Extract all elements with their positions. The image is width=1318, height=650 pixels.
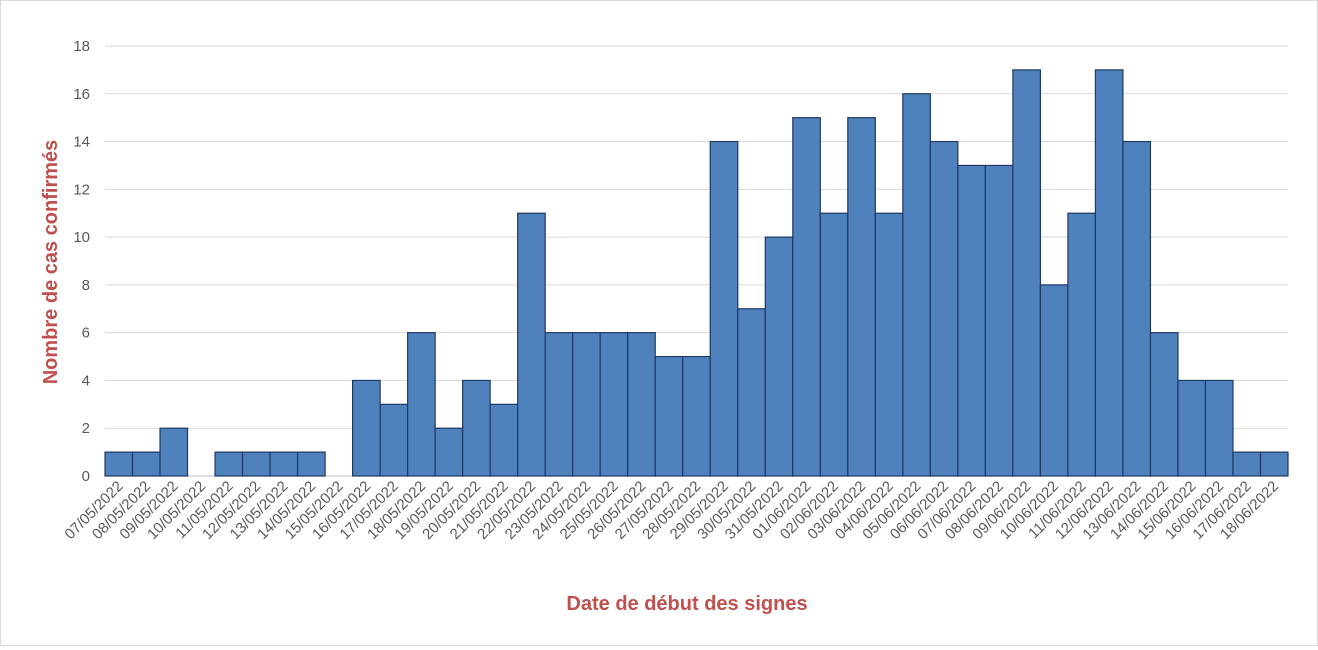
y-tick-label: 4 — [82, 372, 90, 389]
bar — [269, 451, 299, 477]
bar — [517, 212, 546, 477]
y-tick-label: 18 — [73, 38, 90, 55]
bar — [874, 212, 904, 477]
bar — [737, 308, 766, 477]
bar — [1177, 379, 1207, 477]
bar — [1122, 140, 1152, 477]
bar — [104, 451, 134, 477]
bar — [379, 403, 409, 477]
y-axis-title: Nombre de cas confirmés — [40, 140, 62, 385]
bar — [1149, 332, 1179, 477]
y-tick-label: 6 — [82, 325, 90, 342]
bar — [682, 355, 711, 477]
bar — [627, 332, 656, 477]
y-tick-label: 0 — [82, 468, 90, 485]
bar — [1259, 451, 1289, 477]
bar — [764, 236, 794, 477]
bar — [709, 140, 739, 477]
bar — [1067, 212, 1097, 477]
bar — [214, 451, 244, 477]
bar — [984, 164, 1014, 477]
bar — [957, 164, 986, 477]
bars — [104, 69, 1289, 477]
bar — [296, 451, 326, 477]
x-axis-ticks: 07/05/202208/05/202209/05/202210/05/2022… — [61, 478, 1282, 543]
bar — [792, 117, 821, 477]
bar — [544, 332, 574, 477]
bar — [434, 427, 464, 477]
bar — [131, 451, 161, 477]
bar — [1204, 379, 1234, 477]
bar — [1039, 284, 1069, 477]
bar — [819, 212, 849, 477]
y-tick-label: 14 — [73, 134, 90, 151]
y-tick-label: 16 — [73, 86, 90, 103]
bar — [352, 379, 381, 477]
bar — [847, 117, 876, 477]
bar — [489, 403, 519, 477]
bar — [407, 332, 436, 477]
y-tick-label: 12 — [73, 181, 90, 198]
bar — [1232, 451, 1262, 477]
y-tick-label: 2 — [82, 420, 90, 437]
bar — [241, 451, 271, 477]
bar — [462, 379, 491, 477]
bar — [929, 140, 959, 477]
bar — [902, 93, 931, 477]
bar — [159, 427, 189, 477]
gridlines — [105, 45, 1288, 477]
x-axis-title: Date de début des signes — [566, 593, 807, 615]
y-tick-label: 10 — [73, 229, 90, 246]
bar — [1094, 69, 1124, 477]
y-axis-ticks: 0 2 4 6 8 10 12 14 16 18 — [73, 38, 90, 485]
bar — [654, 355, 684, 477]
bar — [1012, 69, 1041, 477]
bar — [599, 332, 629, 477]
bar — [572, 332, 601, 477]
y-tick-label: 8 — [82, 277, 90, 294]
